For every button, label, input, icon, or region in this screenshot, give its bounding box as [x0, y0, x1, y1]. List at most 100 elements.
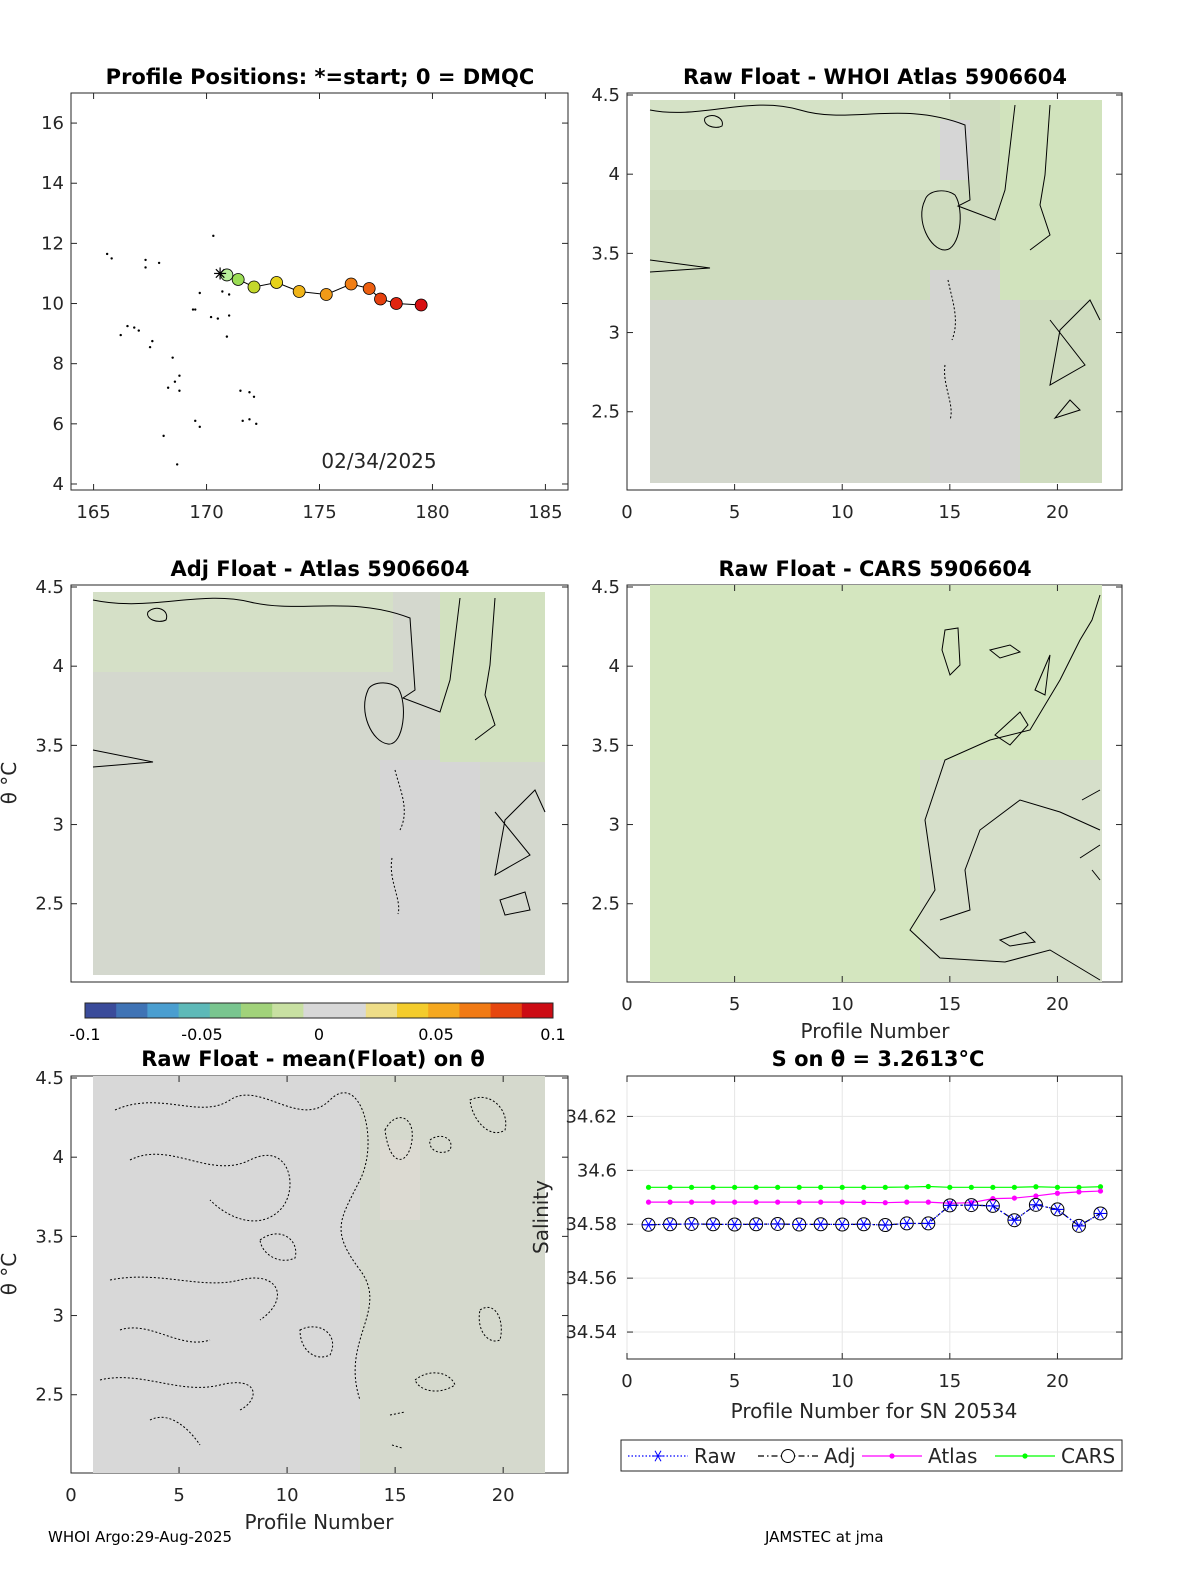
point-cars	[990, 1184, 996, 1190]
y-tick-label: 10	[41, 294, 64, 315]
y-tick-label: 4	[53, 1147, 64, 1168]
footer-right: JAMSTEC at jma	[765, 1528, 884, 1546]
point-atlas	[882, 1200, 888, 1206]
cycle-position-dot	[216, 317, 220, 320]
x-tick-label: 10	[831, 502, 854, 523]
x-tick-label: 15	[938, 1371, 961, 1392]
colorbar-segment	[397, 1003, 429, 1018]
profile-position-marker	[362, 282, 376, 295]
point-cars	[710, 1184, 716, 1190]
x-tick-label: 20	[1046, 994, 1069, 1015]
y-tick-label: 4	[53, 474, 64, 495]
x-tick-label: 170	[189, 502, 223, 523]
y-tick-label: 2.5	[591, 894, 620, 915]
cycle-position-dot	[227, 293, 231, 296]
cycle-position-dot	[175, 463, 179, 466]
colorbar-tick-label: -0.05	[181, 1025, 222, 1044]
salinity-panel: S on θ = 3.2613°C 0 5 10 15 20 34.54 34.56 34.5…	[529, 1047, 1123, 1472]
raw-mean-title: Raw Float - mean(Float) on θ	[141, 1047, 485, 1071]
point-cars	[925, 1183, 931, 1190]
y-tick-label: 16	[41, 113, 64, 134]
x-tick-label: 20	[492, 1485, 515, 1506]
point-atlas	[1011, 1195, 1017, 1201]
y-tick-label: 2.5	[35, 894, 64, 915]
positions-axes	[70, 92, 569, 491]
point-atlas	[1076, 1189, 1082, 1195]
cycle-position-dot	[227, 314, 231, 317]
colorbar-segment	[147, 1003, 180, 1018]
point-atlas	[796, 1199, 802, 1205]
point-cars	[968, 1184, 974, 1190]
point-cars	[667, 1184, 673, 1190]
profile-position-marker	[414, 298, 428, 312]
y-tick-label: 4	[53, 656, 64, 677]
colorbar-segment	[116, 1003, 148, 1018]
raw-cars-xlabel: Profile Number	[801, 1019, 951, 1043]
colorbar-tick-label: 0	[314, 1025, 324, 1044]
positions-title: Profile Positions: *=start; 0 = DMQC	[106, 65, 535, 89]
y-tick-label: 3	[609, 815, 620, 836]
raw-cars-panel: Raw Float - CARS 5906604 0 5 10 15 20 2.5 3 3.5…	[591, 557, 1123, 1043]
footer-left: WHOI Argo:29-Aug-2025	[48, 1528, 233, 1546]
point-adj	[1028, 1197, 1043, 1212]
x-tick-label: 15	[384, 1485, 407, 1506]
legend-label-raw: Raw	[694, 1444, 736, 1468]
cycle-position-dot	[239, 389, 242, 392]
raw-whoi-title: Raw Float - WHOI Atlas 5906604	[683, 65, 1067, 89]
point-adj	[1071, 1218, 1086, 1233]
cycle-position-dot	[198, 291, 201, 295]
point-adj	[1093, 1206, 1108, 1221]
salinity-title: S on θ = 3.2613°C	[772, 1047, 985, 1071]
x-tick-label: 15	[938, 502, 961, 523]
cycle-position-dot	[198, 425, 201, 429]
point-cars	[904, 1184, 910, 1190]
point-atlas	[947, 1200, 953, 1206]
y-tick-label: 4.5	[591, 577, 620, 598]
point-adj	[727, 1217, 742, 1232]
adj-atlas-title: Adj Float - Atlas 5906604	[170, 557, 469, 581]
cycle-position-dot	[178, 374, 181, 377]
y-tick-label: 3.5	[35, 1226, 64, 1247]
colorbar-segment	[85, 1003, 117, 1018]
point-cars	[882, 1184, 888, 1190]
y-tick-label: 2.5	[35, 1385, 64, 1406]
point-atlas	[968, 1200, 974, 1206]
legend-marker-atlas	[889, 1453, 895, 1459]
y-tick-label: 4	[609, 656, 620, 677]
cycle-position-dot	[151, 339, 154, 343]
y-tick-label: 3.5	[35, 735, 64, 756]
y-tick-label: 3.5	[591, 735, 620, 756]
raw-mean-xlabel: Profile Number	[245, 1510, 395, 1534]
y-tick-label: 8	[53, 354, 64, 375]
x-tick-label: 165	[76, 502, 110, 523]
cycle-position-dot	[144, 266, 147, 269]
cycle-position-dot	[133, 326, 136, 329]
colorbar-tick-label: 0.1	[540, 1025, 565, 1044]
point-adj	[1050, 1202, 1065, 1217]
point-cars	[1054, 1184, 1061, 1190]
point-atlas	[1054, 1190, 1061, 1196]
cycle-position-dot	[212, 234, 215, 238]
cycle-position-dot	[194, 308, 197, 311]
y-tick-label: 4	[609, 164, 620, 185]
point-atlas	[990, 1196, 996, 1202]
cycle-position-dot	[148, 345, 152, 349]
cycle-position-dot	[126, 324, 129, 328]
x-tick-label: 10	[276, 1485, 299, 1506]
cycle-position-dot	[173, 380, 177, 383]
x-tick-label: 10	[831, 994, 854, 1015]
y-tick-label: 4.5	[591, 85, 620, 106]
cycle-position-dot	[119, 333, 122, 337]
cycle-position-dot	[252, 395, 256, 398]
point-atlas	[904, 1199, 910, 1205]
cycle-position-dot	[178, 389, 181, 392]
point-atlas	[861, 1199, 867, 1206]
profile-position-marker	[292, 285, 306, 298]
adj-atlas-panel: Adj Float - Atlas 5906604 2.5 3 3.5 4 4.5 θ …	[0, 557, 569, 983]
y-tick-label: 3	[53, 815, 64, 836]
colorbar-segment	[365, 1003, 398, 1018]
point-cars	[839, 1184, 845, 1190]
legend-marker-cars	[1022, 1453, 1028, 1459]
x-tick-label: 0	[621, 502, 632, 523]
colorbar-segment	[459, 1003, 492, 1018]
